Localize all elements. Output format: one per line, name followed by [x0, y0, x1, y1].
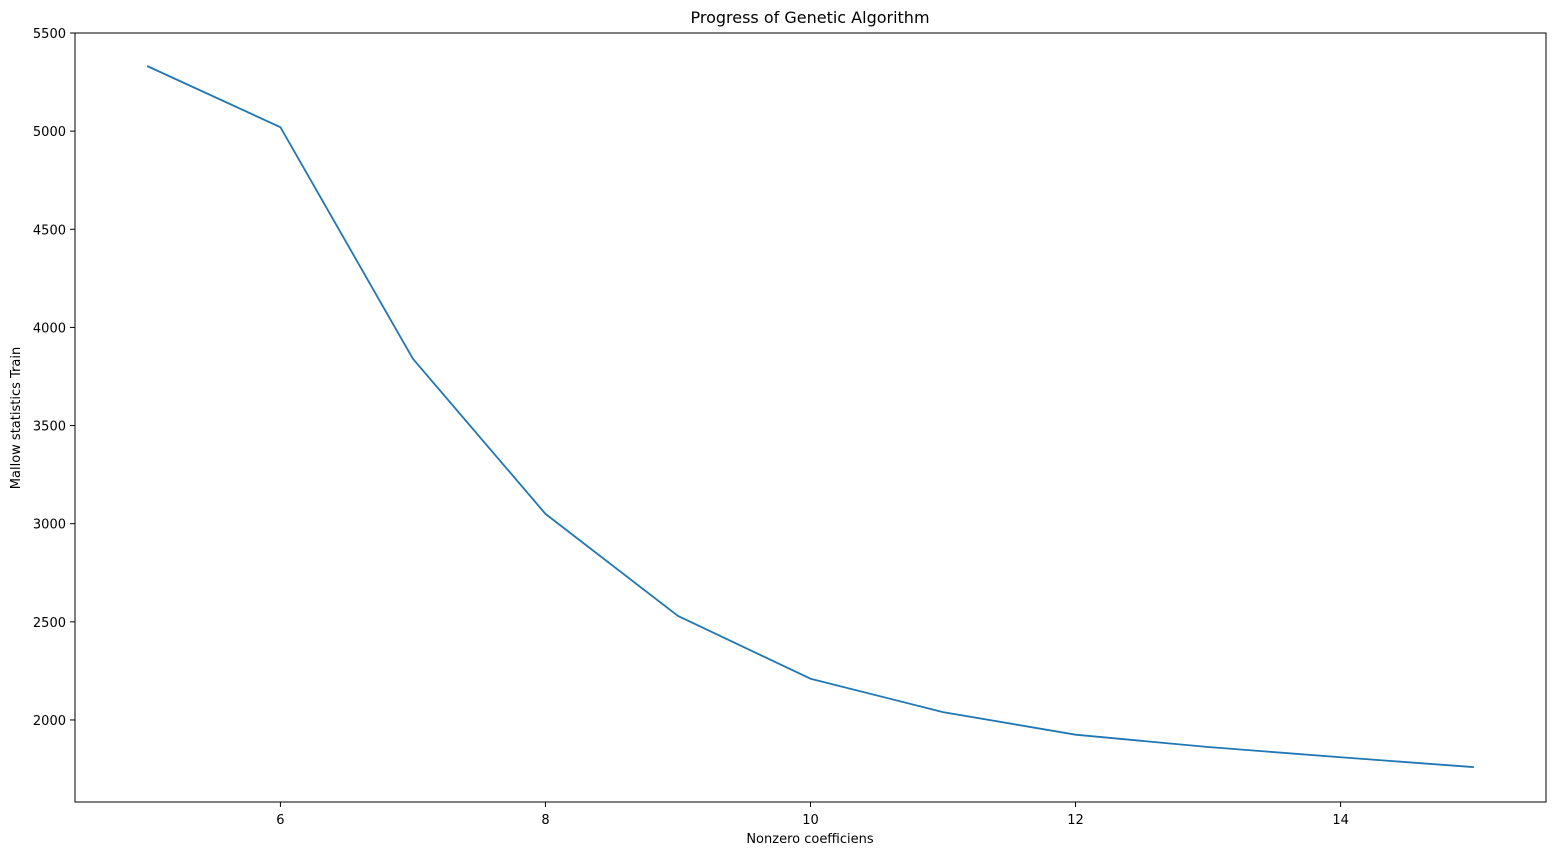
y-tick-label: 2500: [33, 616, 66, 631]
x-tick-label: 14: [1332, 813, 1349, 828]
x-axis-title: Nonzero coefficiens: [746, 832, 874, 847]
x-tick-label: 12: [1067, 813, 1084, 828]
series-layer: [146, 65, 1475, 768]
x-tick-label: 6: [276, 813, 284, 828]
y-axis-ticks: 2000 2500 3000 3500 4000 4500 5000 5500: [33, 27, 75, 729]
x-axis-ticks: 6 8 10 12 14: [276, 802, 1349, 828]
y-tick-label: 5500: [33, 27, 66, 42]
y-tick-label: 3000: [33, 518, 66, 533]
chart-title: Progress of Genetic Algorithm: [690, 8, 929, 27]
y-axis-title: Mallow statistics Train: [9, 347, 24, 489]
y-tick-label: 2000: [33, 714, 66, 729]
y-tick-label: 3500: [33, 420, 66, 435]
y-tick-label: 4000: [33, 321, 66, 336]
plot-frame: [74, 32, 1547, 803]
plot-area: [74, 32, 1547, 803]
y-tick-label: 4500: [33, 223, 66, 238]
y-tick-label: 5000: [33, 125, 66, 140]
x-tick-label: 10: [802, 813, 819, 828]
series-line: [146, 65, 1475, 768]
x-tick-label: 8: [541, 813, 549, 828]
